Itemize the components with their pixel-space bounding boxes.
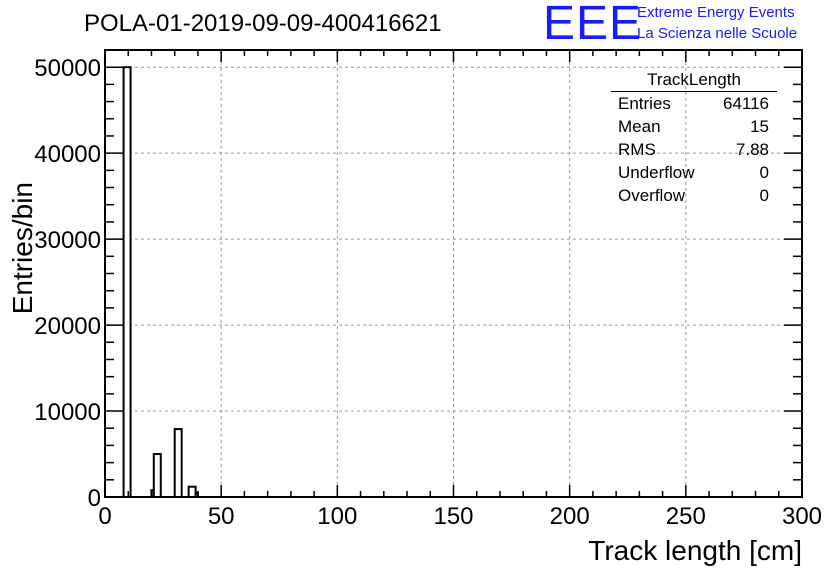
x-tick-label: 300 (782, 503, 822, 530)
logo-line-1: Extreme Energy Events (637, 4, 795, 21)
histogram-bars (122, 66, 199, 499)
stats-box: TrackLength Entries 64116 Mean 15 RMS 7.88 Und… (611, 70, 777, 207)
tick-labels: 0 50 100 150 200 250 3000100002000030000400005… (34, 55, 822, 530)
stats-value: 7.88 (735, 140, 769, 159)
y-tick-label: 50000 (34, 55, 101, 82)
stats-label: Mean (618, 117, 661, 136)
stats-row-entries: Entries 64116 (611, 92, 777, 115)
stats-row-underflow: Underflow 0 (611, 161, 777, 184)
histogram-bar (122, 66, 132, 498)
stats-rows: Entries 64116 Mean 15 RMS 7.88 Underflow 0 Overf… (611, 92, 777, 207)
run-title: POLA-01-2019-09-09-400416621 (84, 10, 442, 37)
stats-value: 0 (759, 163, 769, 182)
y-tick-label: 0 (88, 485, 101, 512)
x-tick-label: 250 (666, 503, 706, 530)
x-tick-label: 150 (433, 503, 473, 530)
axis-ticks (104, 49, 803, 498)
stats-value: 0 (759, 186, 769, 205)
stats-value: 64116 (722, 94, 769, 113)
y-tick-label: 40000 (34, 141, 101, 168)
histogram-bar (173, 428, 183, 499)
x-axis-label: Track length [cm] (588, 535, 802, 566)
y-tick-label: 30000 (34, 227, 101, 254)
x-tick-label: 50 (208, 503, 235, 530)
x-tick-label: 0 (98, 503, 111, 530)
grid-lines (105, 50, 802, 497)
stats-label: Underflow (618, 163, 695, 182)
stats-row-overflow: Overflow 0 (611, 184, 777, 207)
stats-label: Entries (618, 94, 671, 113)
stats-label: RMS (618, 140, 656, 159)
stats-title: TrackLength (611, 70, 777, 92)
histogram-bar (187, 485, 197, 498)
stats-label: Overflow (618, 186, 686, 205)
y-axis-label: Entries/bin (7, 182, 38, 314)
histogram-bar (152, 453, 162, 498)
x-tick-label: 100 (317, 503, 357, 530)
y-tick-label: 20000 (34, 313, 101, 340)
logo-line-2: La Scienza nelle Scuole (637, 25, 798, 42)
x-tick-label: 200 (550, 503, 590, 530)
stats-row-rms: RMS 7.88 (611, 138, 777, 161)
stats-value: 15 (750, 117, 769, 136)
y-tick-label: 10000 (34, 399, 101, 426)
eee-logo: EEE (543, 0, 643, 50)
stats-row-mean: Mean 15 (611, 115, 777, 138)
